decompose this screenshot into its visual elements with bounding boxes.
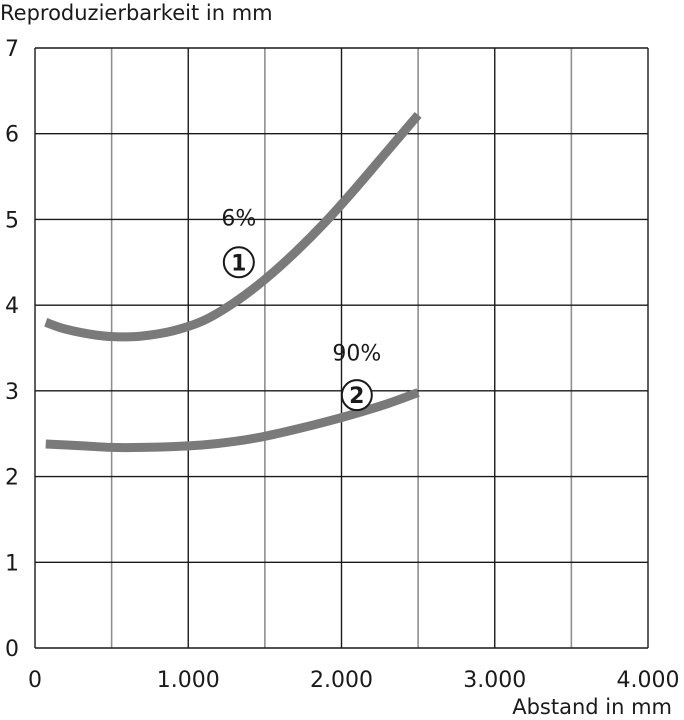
y-tick-label: 7 xyxy=(5,37,19,62)
x-tick-label: 0 xyxy=(28,668,42,693)
y-axis-title: Reproduzierbarkeit in mm xyxy=(0,1,273,25)
y-tick-label: 3 xyxy=(5,380,19,405)
series-marker-1: 1 xyxy=(231,251,246,276)
series-marker-circle-1 xyxy=(222,246,255,279)
y-tick-label: 4 xyxy=(5,294,19,319)
y-tick-label: 2 xyxy=(5,466,19,491)
series-line-1 xyxy=(44,111,422,342)
y-tick-label: 1 xyxy=(5,551,19,576)
x-tick-label: 2.000 xyxy=(310,668,373,693)
series-marker-circle-2 xyxy=(340,379,373,412)
series-line-2 xyxy=(45,388,420,453)
annotations: 6% 1 90% 2 xyxy=(221,207,381,412)
series-label-2: 90% xyxy=(332,341,381,366)
x-tick-label: 4.000 xyxy=(617,668,680,693)
y-tick-label: 6 xyxy=(5,123,19,148)
series-label-1: 6% xyxy=(221,207,256,232)
y-tick-label: 5 xyxy=(5,208,19,233)
x-tick-label: 1.000 xyxy=(157,668,220,693)
x-tick-label: 3.000 xyxy=(463,668,526,693)
tick-labels: 0 1.000 2.000 3.000 4.000 0 1 2 3 4 5 6 7 xyxy=(5,37,679,693)
y-tick-label: 0 xyxy=(5,637,19,662)
x-axis-title: Abstand in mm xyxy=(512,695,672,719)
grid xyxy=(34,47,649,649)
series-layer xyxy=(44,111,422,453)
series-marker-2: 2 xyxy=(349,384,364,409)
